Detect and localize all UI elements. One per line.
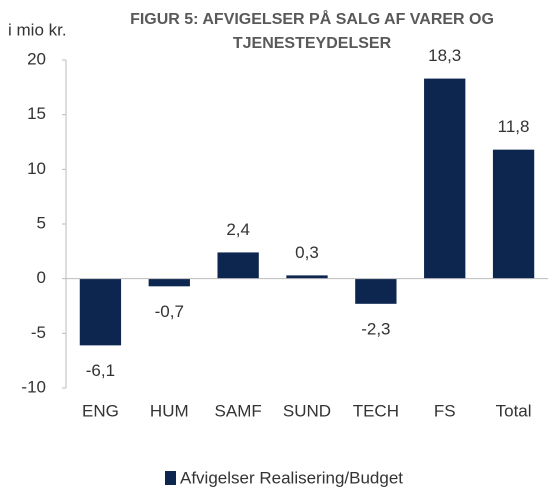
- data-label: -6,1: [86, 361, 115, 380]
- x-tick-label: Total: [496, 401, 532, 420]
- bar: [286, 275, 328, 279]
- bar: [355, 278, 397, 304]
- y-axis-label: i mio kr.: [8, 20, 67, 39]
- x-tick-label: HUM: [150, 401, 189, 420]
- x-tick-label: SUND: [283, 401, 331, 420]
- chart-title: FIGUR 5: AFVIGELSER PÅ SALG AF VARER OG …: [130, 11, 494, 52]
- x-tick-label: SAMF: [215, 401, 262, 420]
- y-tick-label: -10: [21, 377, 46, 396]
- legend-label: Afvigelser Realisering/Budget: [180, 468, 403, 487]
- data-label: -2,3: [361, 319, 390, 338]
- bar: [148, 278, 190, 287]
- x-tick-label: TECH: [353, 401, 399, 420]
- y-tick-label: 10: [27, 159, 46, 178]
- y-tick-label: 15: [27, 104, 46, 123]
- y-tick-label: 5: [37, 213, 46, 232]
- legend-swatch: [165, 471, 176, 485]
- y-tick-label: 20: [27, 49, 46, 68]
- data-label: -0,7: [155, 302, 184, 321]
- x-tick-label: FS: [434, 401, 456, 420]
- x-tick-label: ENG: [82, 401, 119, 420]
- bar: [79, 278, 122, 346]
- bar: [492, 149, 535, 279]
- data-label: 0,3: [295, 243, 319, 262]
- data-label: 2,4: [226, 220, 250, 239]
- data-label: 11,8: [498, 117, 530, 136]
- bar: [424, 78, 466, 279]
- data-label: 18,3: [428, 46, 461, 65]
- y-tick-label: -5: [31, 323, 46, 342]
- bar: [217, 252, 259, 279]
- y-tick-label: 0: [37, 268, 46, 287]
